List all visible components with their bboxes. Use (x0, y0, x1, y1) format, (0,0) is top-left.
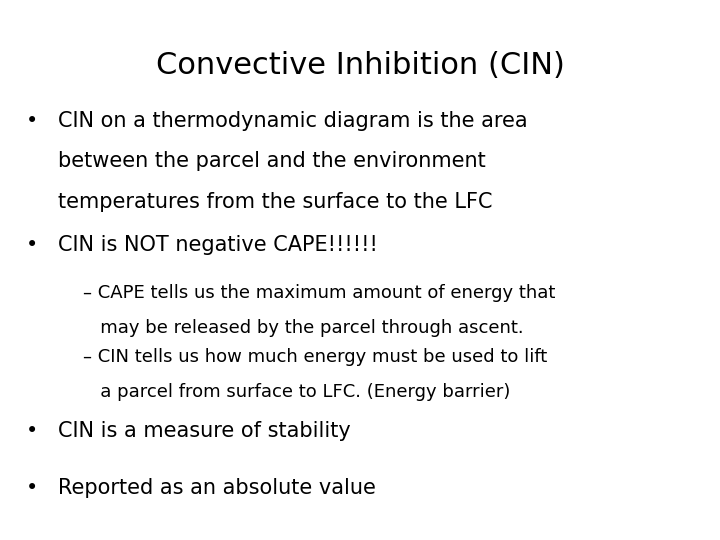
Text: •: • (26, 111, 39, 131)
Text: CIN is a measure of stability: CIN is a measure of stability (58, 421, 351, 441)
Text: – CIN tells us how much energy must be used to lift: – CIN tells us how much energy must be u… (83, 348, 547, 366)
Text: may be released by the parcel through ascent.: may be released by the parcel through as… (83, 319, 523, 336)
Text: •: • (26, 421, 39, 441)
Text: •: • (26, 235, 39, 255)
Text: Convective Inhibition (CIN): Convective Inhibition (CIN) (156, 51, 564, 80)
Text: between the parcel and the environment: between the parcel and the environment (58, 151, 485, 171)
Text: CIN is NOT negative CAPE!!!!!!: CIN is NOT negative CAPE!!!!!! (58, 235, 377, 255)
Text: – CAPE tells us the maximum amount of energy that: – CAPE tells us the maximum amount of en… (83, 284, 555, 301)
Text: temperatures from the surface to the LFC: temperatures from the surface to the LFC (58, 192, 492, 212)
Text: CIN on a thermodynamic diagram is the area: CIN on a thermodynamic diagram is the ar… (58, 111, 527, 131)
Text: •: • (26, 478, 39, 498)
Text: Reported as an absolute value: Reported as an absolute value (58, 478, 375, 498)
Text: a parcel from surface to LFC. (Energy barrier): a parcel from surface to LFC. (Energy ba… (83, 383, 510, 401)
